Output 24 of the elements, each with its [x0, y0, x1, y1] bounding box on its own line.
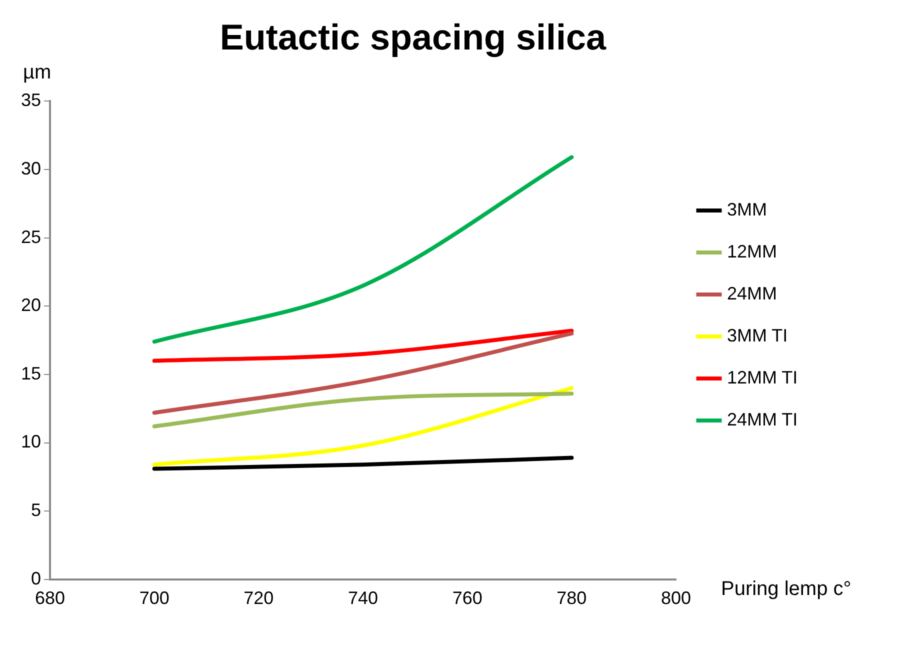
y-axis-title: µm — [23, 62, 52, 84]
legend-label: 3MM — [726, 199, 767, 220]
x-tick-label: 700 — [139, 588, 170, 608]
y-tick-label: 0 — [31, 568, 42, 588]
x-tick-label: 780 — [556, 588, 587, 608]
x-tick-label: 740 — [348, 588, 378, 608]
y-tick-label: 15 — [20, 363, 42, 384]
x-tick-label: 800 — [660, 588, 692, 608]
x-tick-label: 720 — [244, 588, 274, 608]
x-axis-title: Puring lemp c° — [720, 578, 852, 600]
chart-title: Eutactic spacing silica — [220, 16, 608, 58]
legend-label: 3MM TI — [726, 325, 788, 346]
x-tick-label: 760 — [452, 588, 482, 608]
legend-label: 12MM — [726, 241, 778, 262]
y-tick-label: 30 — [20, 158, 42, 178]
y-tick-label: 10 — [20, 432, 42, 452]
x-tick-label: 680 — [35, 588, 66, 608]
y-tick-label: 25 — [20, 226, 42, 247]
y-tick-label: 35 — [20, 90, 42, 110]
legend-label: 24MM — [726, 283, 778, 304]
y-tick-label: 5 — [31, 500, 42, 520]
y-tick-label: 20 — [20, 295, 42, 316]
legend-label: 12MM TI — [726, 367, 798, 388]
legend-label: 24MM TI — [726, 409, 798, 430]
